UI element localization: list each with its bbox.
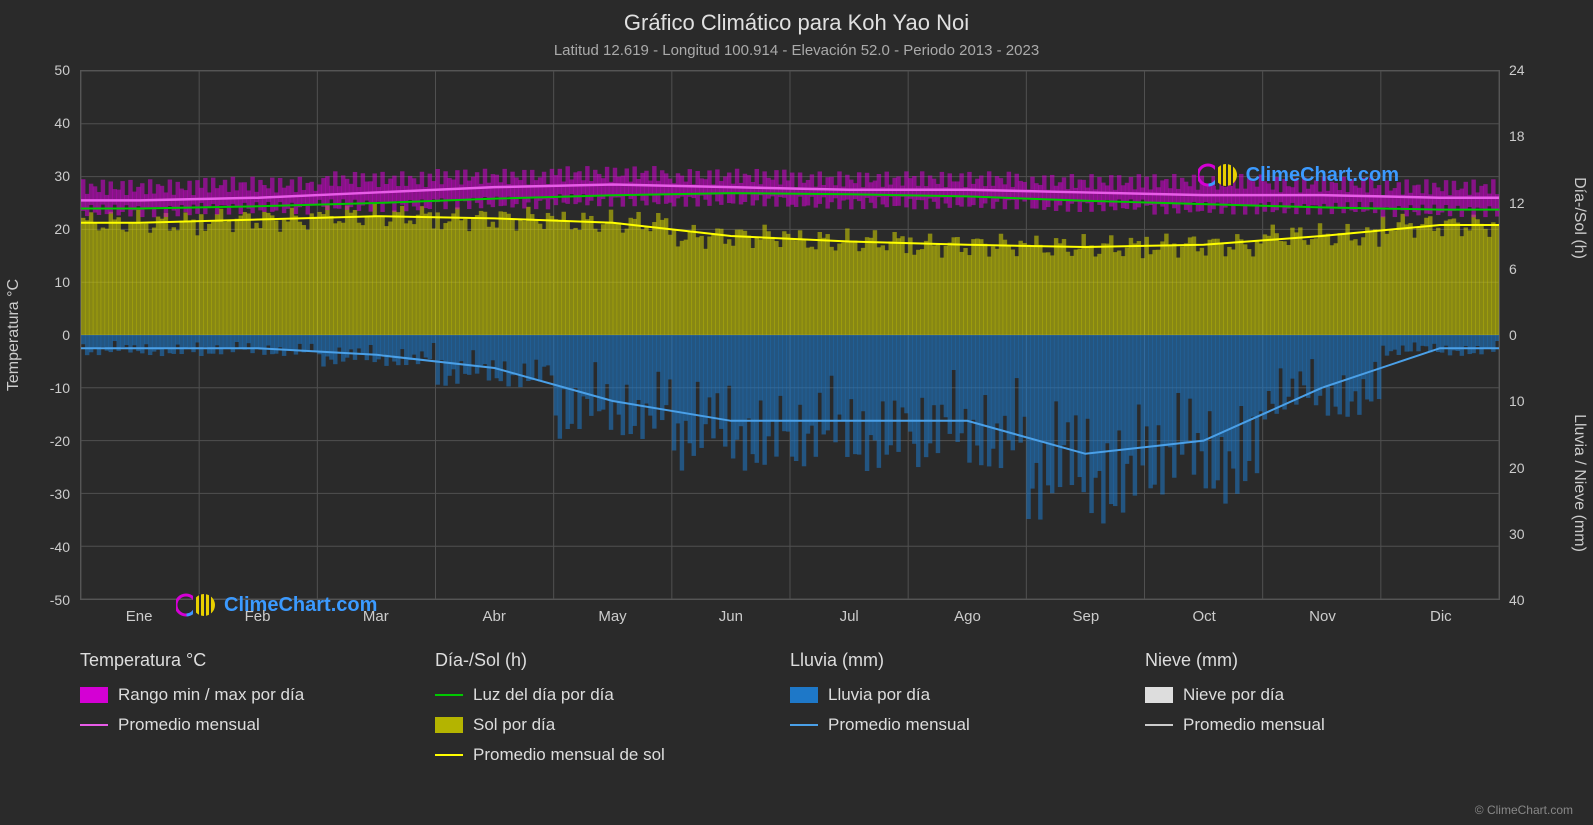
legend-label: Sol por día xyxy=(473,715,555,735)
y-tick-left: -20 xyxy=(50,433,70,449)
y-tick-left: -10 xyxy=(50,380,70,396)
x-tick: Dic xyxy=(1430,608,1452,625)
legend-label: Lluvia por día xyxy=(828,685,930,705)
y-tick-left: -30 xyxy=(50,486,70,502)
legend-item: Luz del día por día xyxy=(435,685,780,705)
y-axis-right-bottom-label: Lluvia / Nieve (mm) xyxy=(1570,414,1588,552)
y-tick-left: 20 xyxy=(54,221,70,237)
chart-title: Gráfico Climático para Koh Yao Noi xyxy=(0,0,1593,36)
x-tick: Nov xyxy=(1309,608,1336,625)
legend-col-daylight: Día-/Sol (h) Luz del día por día Sol por … xyxy=(435,650,790,775)
legend-heading: Día-/Sol (h) xyxy=(435,650,780,671)
legend-label: Promedio mensual xyxy=(118,715,260,735)
legend-heading: Nieve (mm) xyxy=(1145,650,1490,671)
legend-swatch-icon xyxy=(80,687,108,703)
legend-label: Promedio mensual xyxy=(828,715,970,735)
legend-label: Promedio mensual de sol xyxy=(473,745,665,765)
x-tick: Abr xyxy=(482,608,505,625)
legend-item: Promedio mensual xyxy=(790,715,1135,735)
y-tick-right: 12 xyxy=(1509,195,1525,211)
y-axis-right: Día-/Sol (h) Lluvia / Nieve (mm) 0 6 12 18 2… xyxy=(1501,70,1593,600)
legend-col-rain: Lluvia (mm) Lluvia por día Promedio mensu… xyxy=(790,650,1145,775)
legend-item: Nieve por día xyxy=(1145,685,1490,705)
x-tick: Jul xyxy=(840,608,859,625)
legend-label: Rango min / max por día xyxy=(118,685,304,705)
y-tick-left: 30 xyxy=(54,168,70,184)
x-tick: Sep xyxy=(1072,608,1099,625)
legend-swatch-icon xyxy=(790,687,818,703)
legend-swatch-icon xyxy=(435,717,463,733)
legend-line-icon xyxy=(790,724,818,726)
legend-item: Promedio mensual de sol xyxy=(435,745,780,765)
x-tick: Ago xyxy=(954,608,981,625)
x-tick: Feb xyxy=(245,608,271,625)
legend-item: Sol por día xyxy=(435,715,780,735)
legend-swatch-icon xyxy=(1145,687,1173,703)
y-axis-left-label: Temperatura °C xyxy=(5,279,23,391)
x-tick: May xyxy=(598,608,626,625)
x-tick: Mar xyxy=(363,608,389,625)
x-tick: Oct xyxy=(1192,608,1215,625)
legend-line-icon xyxy=(80,724,108,726)
legend-item: Promedio mensual xyxy=(1145,715,1490,735)
legend-label: Promedio mensual xyxy=(1183,715,1325,735)
legend-heading: Lluvia (mm) xyxy=(790,650,1135,671)
y-tick-left: 10 xyxy=(54,274,70,290)
legend-heading: Temperatura °C xyxy=(80,650,425,671)
y-tick-right: 18 xyxy=(1509,128,1525,144)
y-tick-right: 0 xyxy=(1509,327,1517,343)
copyright-text: © ClimeChart.com xyxy=(1475,803,1573,817)
watermark-text: ClimeChart.com xyxy=(1246,164,1399,187)
y-tick-left: -50 xyxy=(50,592,70,608)
plot-area: ClimeChart.com ClimeChart.com xyxy=(80,70,1500,600)
legend-line-icon xyxy=(435,694,463,696)
legend-item: Promedio mensual xyxy=(80,715,425,735)
legend: Temperatura °C Rango min / max por día Pr… xyxy=(80,650,1500,775)
y-tick-right: 20 xyxy=(1509,460,1525,476)
y-tick-right: 40 xyxy=(1509,592,1525,608)
y-tick-right: 6 xyxy=(1509,261,1517,277)
legend-item: Lluvia por día xyxy=(790,685,1135,705)
legend-label: Luz del día por día xyxy=(473,685,614,705)
legend-line-icon xyxy=(435,754,463,756)
legend-col-snow: Nieve (mm) Nieve por día Promedio mensual xyxy=(1145,650,1500,775)
x-tick: Ene xyxy=(126,608,153,625)
x-axis: Ene Feb Mar Abr May Jun Jul Ago Sep Oct Nov Dic xyxy=(80,602,1500,632)
y-tick-left: 0 xyxy=(62,327,70,343)
climechart-logo-icon xyxy=(1198,161,1240,189)
chart-subtitle: Latitud 12.619 - Longitud 100.914 - Elev… xyxy=(0,36,1593,59)
legend-label: Nieve por día xyxy=(1183,685,1284,705)
watermark-top-right: ClimeChart.com xyxy=(1198,161,1399,189)
chart-canvas xyxy=(81,71,1499,599)
y-tick-left: -40 xyxy=(50,539,70,555)
y-tick-right: 30 xyxy=(1509,526,1525,542)
x-tick: Jun xyxy=(719,608,743,625)
y-tick-right: 10 xyxy=(1509,393,1525,409)
legend-col-temperature: Temperatura °C Rango min / max por día Pr… xyxy=(80,650,435,775)
y-tick-right: 24 xyxy=(1509,62,1525,78)
legend-item: Rango min / max por día xyxy=(80,685,425,705)
y-axis-right-top-label: Día-/Sol (h) xyxy=(1570,177,1588,259)
legend-line-icon xyxy=(1145,724,1173,726)
climate-chart: Gráfico Climático para Koh Yao Noi Latit… xyxy=(0,0,1593,825)
y-axis-left: Temperatura °C -50-40-30-20-100102030405… xyxy=(0,70,78,600)
y-tick-left: 40 xyxy=(54,115,70,131)
y-tick-left: 50 xyxy=(54,62,70,78)
